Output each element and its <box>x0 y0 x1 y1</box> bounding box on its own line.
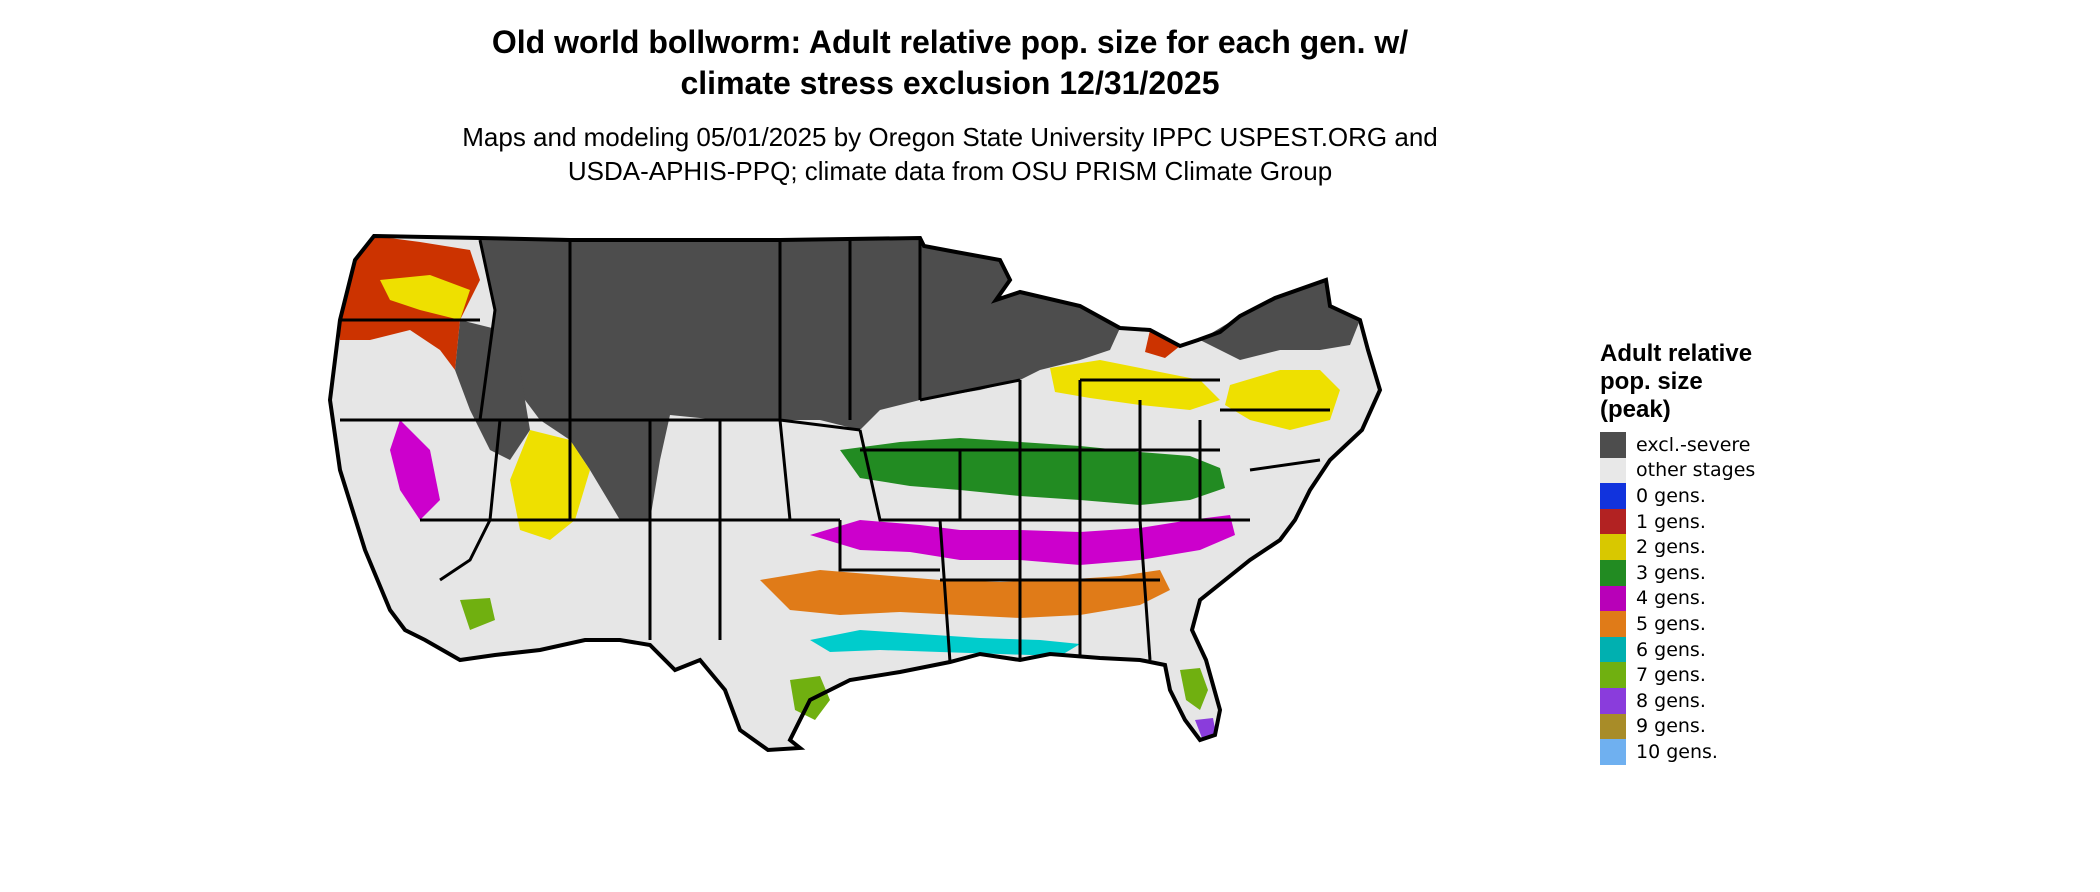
region-4-gens-band <box>810 515 1235 565</box>
legend-item: 1 gens. <box>1600 508 1820 535</box>
legend-swatch <box>1600 432 1626 458</box>
map-subtitle-line2: USDA-APHIS-PPQ; climate data from OSU PR… <box>567 156 1333 186</box>
legend-label: 7 gens. <box>1636 664 1706 687</box>
region-6-gens-gulf <box>810 630 1080 656</box>
legend-title-line1: Adult relative <box>1600 340 1753 367</box>
legend-swatch <box>1600 611 1626 637</box>
map-subtitle: Maps and modeling 05/01/2025 by Oregon S… <box>380 120 1520 188</box>
region-8-gens-florida-tip <box>1195 718 1216 738</box>
legend-title-line3: (peak) <box>1600 396 1671 423</box>
legend-swatch <box>1600 662 1626 688</box>
legend-item: 4 gens. <box>1600 585 1820 612</box>
region-1-gens-michigan <box>1145 330 1180 358</box>
legend-swatch <box>1600 457 1626 484</box>
region-2-gens-ny-pa <box>1225 370 1340 430</box>
region-excluded-great-basin <box>455 320 530 460</box>
region-excluded-northeast <box>1200 280 1360 360</box>
map-subtitle-line1: Maps and modeling 05/01/2025 by Oregon S… <box>462 122 1438 152</box>
legend-label: 3 gens. <box>1636 561 1706 584</box>
legend-item: 0 gens. <box>1600 483 1820 509</box>
legend-swatch <box>1600 585 1626 612</box>
legend-item: 5 gens. <box>1600 611 1820 637</box>
legend-item: excl.-severe <box>1600 432 1820 458</box>
legend-swatch <box>1600 687 1626 714</box>
legend-item: 6 gens. <box>1600 636 1820 663</box>
legend-item: 10 gens. <box>1600 739 1820 765</box>
legend-item: 2 gens. <box>1600 534 1820 560</box>
region-2-gens-oregon <box>380 275 470 320</box>
legend-label: 9 gens. <box>1636 715 1706 738</box>
legend-title: Adult relative pop. size (peak) <box>1600 340 1820 424</box>
us-outline <box>327 233 1383 753</box>
legend-swatch <box>1600 559 1626 586</box>
region-2-gens-northern-tier <box>1050 360 1220 410</box>
legend-item: 3 gens. <box>1600 559 1820 586</box>
legend-items: excl.-severe other stages 0 gens. 1 gens. 2 … <box>1600 432 1820 765</box>
map-title-line1: Old world bollworm: Adult relative pop. … <box>491 24 1409 60</box>
legend-swatch <box>1600 713 1626 740</box>
legend-label: 4 gens. <box>1636 587 1706 610</box>
region-3-gens-central <box>840 438 1225 505</box>
legend-item: 8 gens. <box>1600 687 1820 714</box>
region-7-gens-florida <box>1180 668 1208 710</box>
legend-label: 6 gens. <box>1636 638 1706 661</box>
border-lines <box>340 238 1330 663</box>
legend-label: other stages <box>1636 459 1756 482</box>
map-title: Old world bollworm: Adult relative pop. … <box>380 22 1520 104</box>
legend-label: excl.-severe <box>1636 433 1751 456</box>
region-4-gens-california <box>390 420 440 520</box>
legend-label: 5 gens. <box>1636 612 1706 635</box>
legend-label: 0 gens. <box>1636 484 1706 507</box>
region-7-gens-arizona <box>460 598 495 630</box>
legend-swatch <box>1600 508 1626 535</box>
legend-item: other stages <box>1600 457 1820 484</box>
region-excluded-north <box>480 238 1120 520</box>
legend-item: 7 gens. <box>1600 662 1820 688</box>
legend-swatch <box>1600 534 1626 560</box>
legend-swatch <box>1600 739 1626 765</box>
legend-label: 1 gens. <box>1636 510 1706 533</box>
region-5-gens-south <box>760 570 1170 618</box>
legend-swatch <box>1600 636 1626 663</box>
legend: Adult relative pop. size (peak) excl.-se… <box>1600 340 1820 765</box>
legend-label: 10 gens. <box>1636 740 1718 763</box>
legend-item: 9 gens. <box>1600 713 1820 740</box>
legend-swatch <box>1600 483 1626 509</box>
state-borders <box>327 233 1383 753</box>
map-title-line2: climate stress exclusion 12/31/2025 <box>680 65 1220 101</box>
legend-label: 8 gens. <box>1636 689 1706 712</box>
legend-title-line2: pop. size <box>1600 368 1703 395</box>
legend-label: 2 gens. <box>1636 536 1706 559</box>
us-map <box>327 233 1383 753</box>
